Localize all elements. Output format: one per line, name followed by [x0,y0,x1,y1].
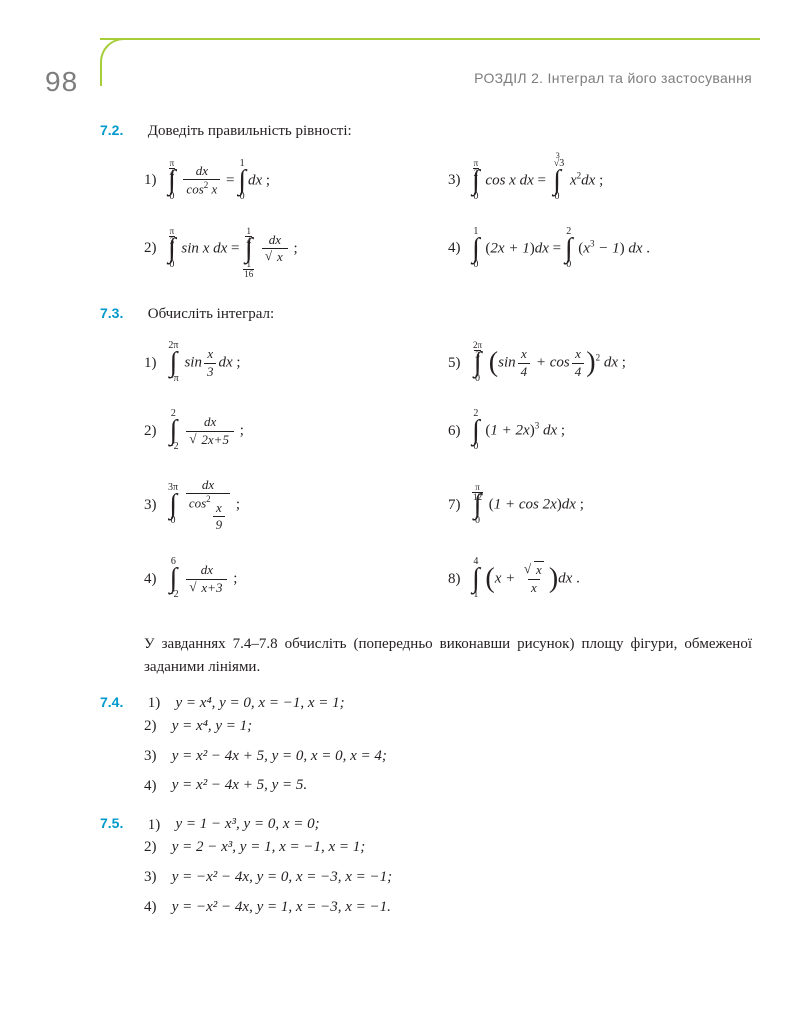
formula: y = x⁴, y = 0, x = −1, x = 1; [176,695,345,711]
formula: y = 2 − x³, y = 1, x = −1, x = 1; [172,839,366,855]
item-number: 5) [448,352,472,375]
formula: π2∫0 cos x dx = 3√3∫0 x2dx ; [472,159,603,203]
exercise-items: 1) 2π∫−π sinx3dx ; 5) 2π3∫0 (sinx4 + cos… [144,335,752,619]
exercise-title: Обчисліть інтеграл: [148,306,274,322]
formula: y = 1 − x³, y = 0, x = 0; [176,816,320,832]
formula: π12∫0 (1 + cos 2x)dx ; [472,483,584,527]
ex73-item-5: 5) 2π3∫0 (sinx4 + cosx4)2 dx ; [448,335,752,391]
formula: y = x² − 4x + 5, y = 0, x = 0, x = 4; [172,748,387,764]
formula: 6∫−2 dxx+3 ; [168,557,237,601]
item-number: 2) [144,836,168,859]
exercise-number: 7.2. [100,120,144,141]
formula: π3∫0 sin x dx = 14∫116 dxx ; [168,227,298,271]
item-number: 2) [144,715,168,738]
item-number: 3) [144,494,168,517]
exercise-7-2: 7.2. Доведіть правильність рівності: 1) … [100,120,752,289]
formula: 2π3∫0 (sinx4 + cosx4)2 dx ; [472,341,626,385]
exercise-7-3: 7.3. Обчисліть інтеграл: 1) 2π∫−π sinx3d… [100,303,752,620]
ex72-item-1: 1) π4∫0 dxcos2 x = 1∫0dx ; [144,153,448,209]
formula: 4∫1 (x + xx)dx . [472,557,580,601]
formula: y = −x² − 4x, y = 1, x = −3, x = −1. [172,899,391,915]
exercise-number: 7.5. [100,813,144,834]
ex73-item-1: 1) 2π∫−π sinx3dx ; [144,335,448,391]
formula: π4∫0 dxcos2 x = 1∫0dx ; [168,159,270,203]
ex73-item-3: 3) 3π∫0 dxcos2x9 ; [144,471,448,539]
formula: 2∫0 (1 + 2x)3 dx ; [472,409,565,453]
list-item: 4) y = −x² − 4x, y = 1, x = −3, x = −1. [144,896,752,919]
item-number: 3) [144,745,168,768]
ex72-item-3: 3) π2∫0 cos x dx = 3√3∫0 x2dx ; [448,153,752,209]
page-number: 98 [45,66,78,98]
list-item: 3) y = x² − 4x + 5, y = 0, x = 0, x = 4; [144,745,752,768]
ex73-item-8: 8) 4∫1 (x + xx)dx . [448,551,752,607]
formula: 3π∫0 dxcos2x9 ; [168,478,240,532]
list-item: 3) y = −x² − 4x, y = 0, x = −3, x = −1; [144,866,752,889]
item-number: 3) [448,169,472,192]
exercise-items: 2) y = x⁴, y = 1; 3) y = x² − 4x + 5, y … [144,715,752,797]
item-number: 1) [148,814,172,837]
formula: y = x⁴, y = 1; [172,718,252,734]
item-number: 4) [144,775,168,798]
list-item: 4) y = x² − 4x + 5, y = 5. [144,774,752,797]
instruction-text: У завданнях 7.4–7.8 обчисліть (попереднь… [144,633,752,678]
formula: y = x² − 4x + 5, y = 5. [172,777,307,793]
exercise-7-5: 7.5. 1) y = 1 − x³, y = 0, x = 0; 2) y =… [100,813,752,918]
item-number: 2) [144,420,168,443]
formula: 1∫0 (2x + 1)dx = 2∫0 (x3 − 1) dx . [472,227,650,271]
exercise-number: 7.4. [100,692,144,713]
list-item: 2) y = 2 − x³, y = 1, x = −1, x = 1; [144,836,752,859]
exercise-items: 1) π4∫0 dxcos2 x = 1∫0dx ; 3) π2∫0 cos x… [144,153,752,289]
item-number: 7) [448,494,472,517]
formula: 2∫−2 dx2x+5 ; [168,409,244,453]
item-number: 4) [144,896,168,919]
item-number: 6) [448,420,472,443]
formula: y = −x² − 4x, y = 0, x = −3, x = −1; [172,869,392,885]
item-number: 1) [144,352,168,375]
item-number: 1) [144,169,168,192]
item-number: 4) [448,237,472,260]
ex73-item-2: 2) 2∫−2 dx2x+5 ; [144,403,448,459]
item-number: 3) [144,866,168,889]
section-label: РОЗДІЛ 2. Інтеграл та його застосування [474,70,752,86]
exercise-items: 2) y = 2 − x³, y = 1, x = −1, x = 1; 3) … [144,836,752,918]
item-number: 8) [448,568,472,591]
page-content: 7.2. Доведіть правильність рівності: 1) … [100,120,752,933]
ex72-item-4: 4) 1∫0 (2x + 1)dx = 2∫0 (x3 − 1) dx . [448,221,752,277]
header-corner [100,38,148,86]
item-number: 1) [148,692,172,715]
item-number: 4) [144,568,168,591]
exercise-title: Доведіть правильність рівності: [148,123,352,139]
formula: 2π∫−π sinx3dx ; [168,341,241,385]
ex73-item-7: 7) π12∫0 (1 + cos 2x)dx ; [448,471,752,539]
exercise-number: 7.3. [100,303,144,324]
ex72-item-2: 2) π3∫0 sin x dx = 14∫116 dxx ; [144,221,448,277]
header-rule-top [100,38,760,40]
exercise-7-4: 7.4. 1) y = x⁴, y = 0, x = −1, x = 1; 2)… [100,692,752,797]
list-item: 2) y = x⁴, y = 1; [144,715,752,738]
item-number: 2) [144,237,168,260]
ex73-item-4: 4) 6∫−2 dxx+3 ; [144,551,448,607]
ex73-item-6: 6) 2∫0 (1 + 2x)3 dx ; [448,403,752,459]
